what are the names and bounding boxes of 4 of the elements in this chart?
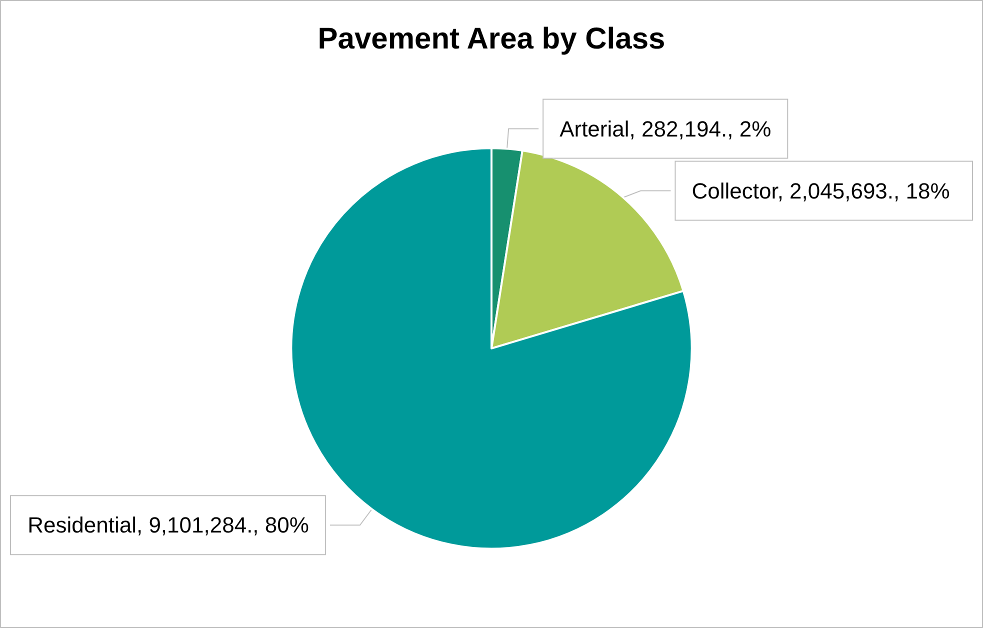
slice-label: Collector, 2,045,693., 18% bbox=[692, 178, 950, 204]
slice-label: Arterial, 282,194., 2% bbox=[560, 116, 772, 142]
chart-title: Pavement Area by Class bbox=[318, 22, 666, 56]
slice-label: Residential, 9,101,284., 80% bbox=[28, 512, 309, 538]
